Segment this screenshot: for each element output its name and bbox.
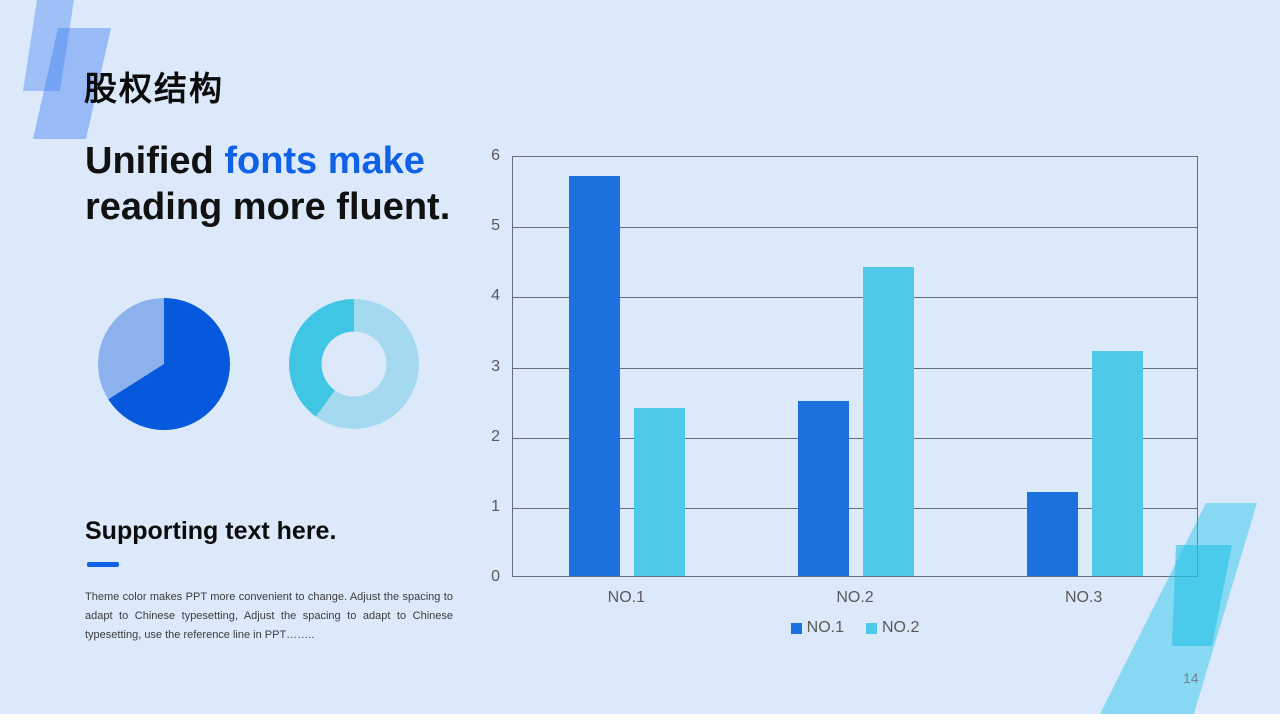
- donut-chart: [289, 299, 419, 429]
- x-axis-label: NO.3: [1064, 589, 1103, 606]
- page-number: 14: [1183, 670, 1199, 686]
- heading-text-1: Unified: [85, 140, 225, 182]
- x-axis-label: NO.1: [607, 589, 645, 606]
- bar-NO.1-NO.1: [569, 176, 621, 576]
- y-tick-label: 0: [491, 568, 500, 585]
- heading-text-2: reading more fluent.: [85, 186, 451, 228]
- gridline: [513, 507, 1197, 509]
- donut-hole: [321, 331, 387, 397]
- y-tick-label: 1: [491, 497, 500, 515]
- y-tick-label: 5: [491, 217, 500, 235]
- supporting-text-label: Supporting text here.: [85, 517, 337, 545]
- legend-swatch: [790, 622, 802, 634]
- bar-NO.1-NO.3: [1026, 491, 1078, 576]
- bar-NO.2-NO.2: [863, 267, 914, 576]
- y-tick-label: 6: [491, 147, 500, 164]
- x-axis-labels: NO.1 NO.2 NO.3: [512, 589, 1198, 609]
- chart-legend: NO.1 NO.2: [512, 619, 1198, 637]
- body-text: Theme color makes PPT more convenient to…: [85, 591, 453, 641]
- bar-NO.2-NO.1: [634, 407, 686, 576]
- legend-item: NO.2: [866, 619, 919, 637]
- gridline: [513, 297, 1197, 299]
- bar-chart-plot-area: [512, 156, 1198, 577]
- page-title: 股权结构: [84, 70, 224, 107]
- legend-item: NO.1: [790, 619, 844, 637]
- legend-label: NO.2: [882, 619, 920, 636]
- bar-NO.1-NO.2: [798, 400, 849, 576]
- heading: Unified fonts make reading more fluent.: [85, 138, 480, 230]
- decor-parallelogram-top-left-back: [23, 0, 74, 91]
- legend-label: NO.1: [806, 619, 844, 636]
- y-axis-ticks: 0 1 2 3 4 5 6: [450, 147, 500, 585]
- y-tick-label: 3: [491, 357, 500, 375]
- y-tick-label: 4: [491, 287, 500, 305]
- y-tick-label: 2: [491, 427, 500, 445]
- gridline: [513, 227, 1197, 229]
- x-axis-label: NO.2: [836, 589, 874, 606]
- bar-NO.2-NO.3: [1091, 351, 1143, 576]
- pie-chart: [98, 298, 230, 430]
- heading-text-accent: fonts make: [224, 140, 425, 182]
- gridline: [513, 437, 1197, 439]
- accent-dash: [87, 562, 119, 567]
- bottom-strip: [0, 714, 1280, 720]
- gridline: [513, 367, 1197, 369]
- legend-swatch: [866, 622, 877, 634]
